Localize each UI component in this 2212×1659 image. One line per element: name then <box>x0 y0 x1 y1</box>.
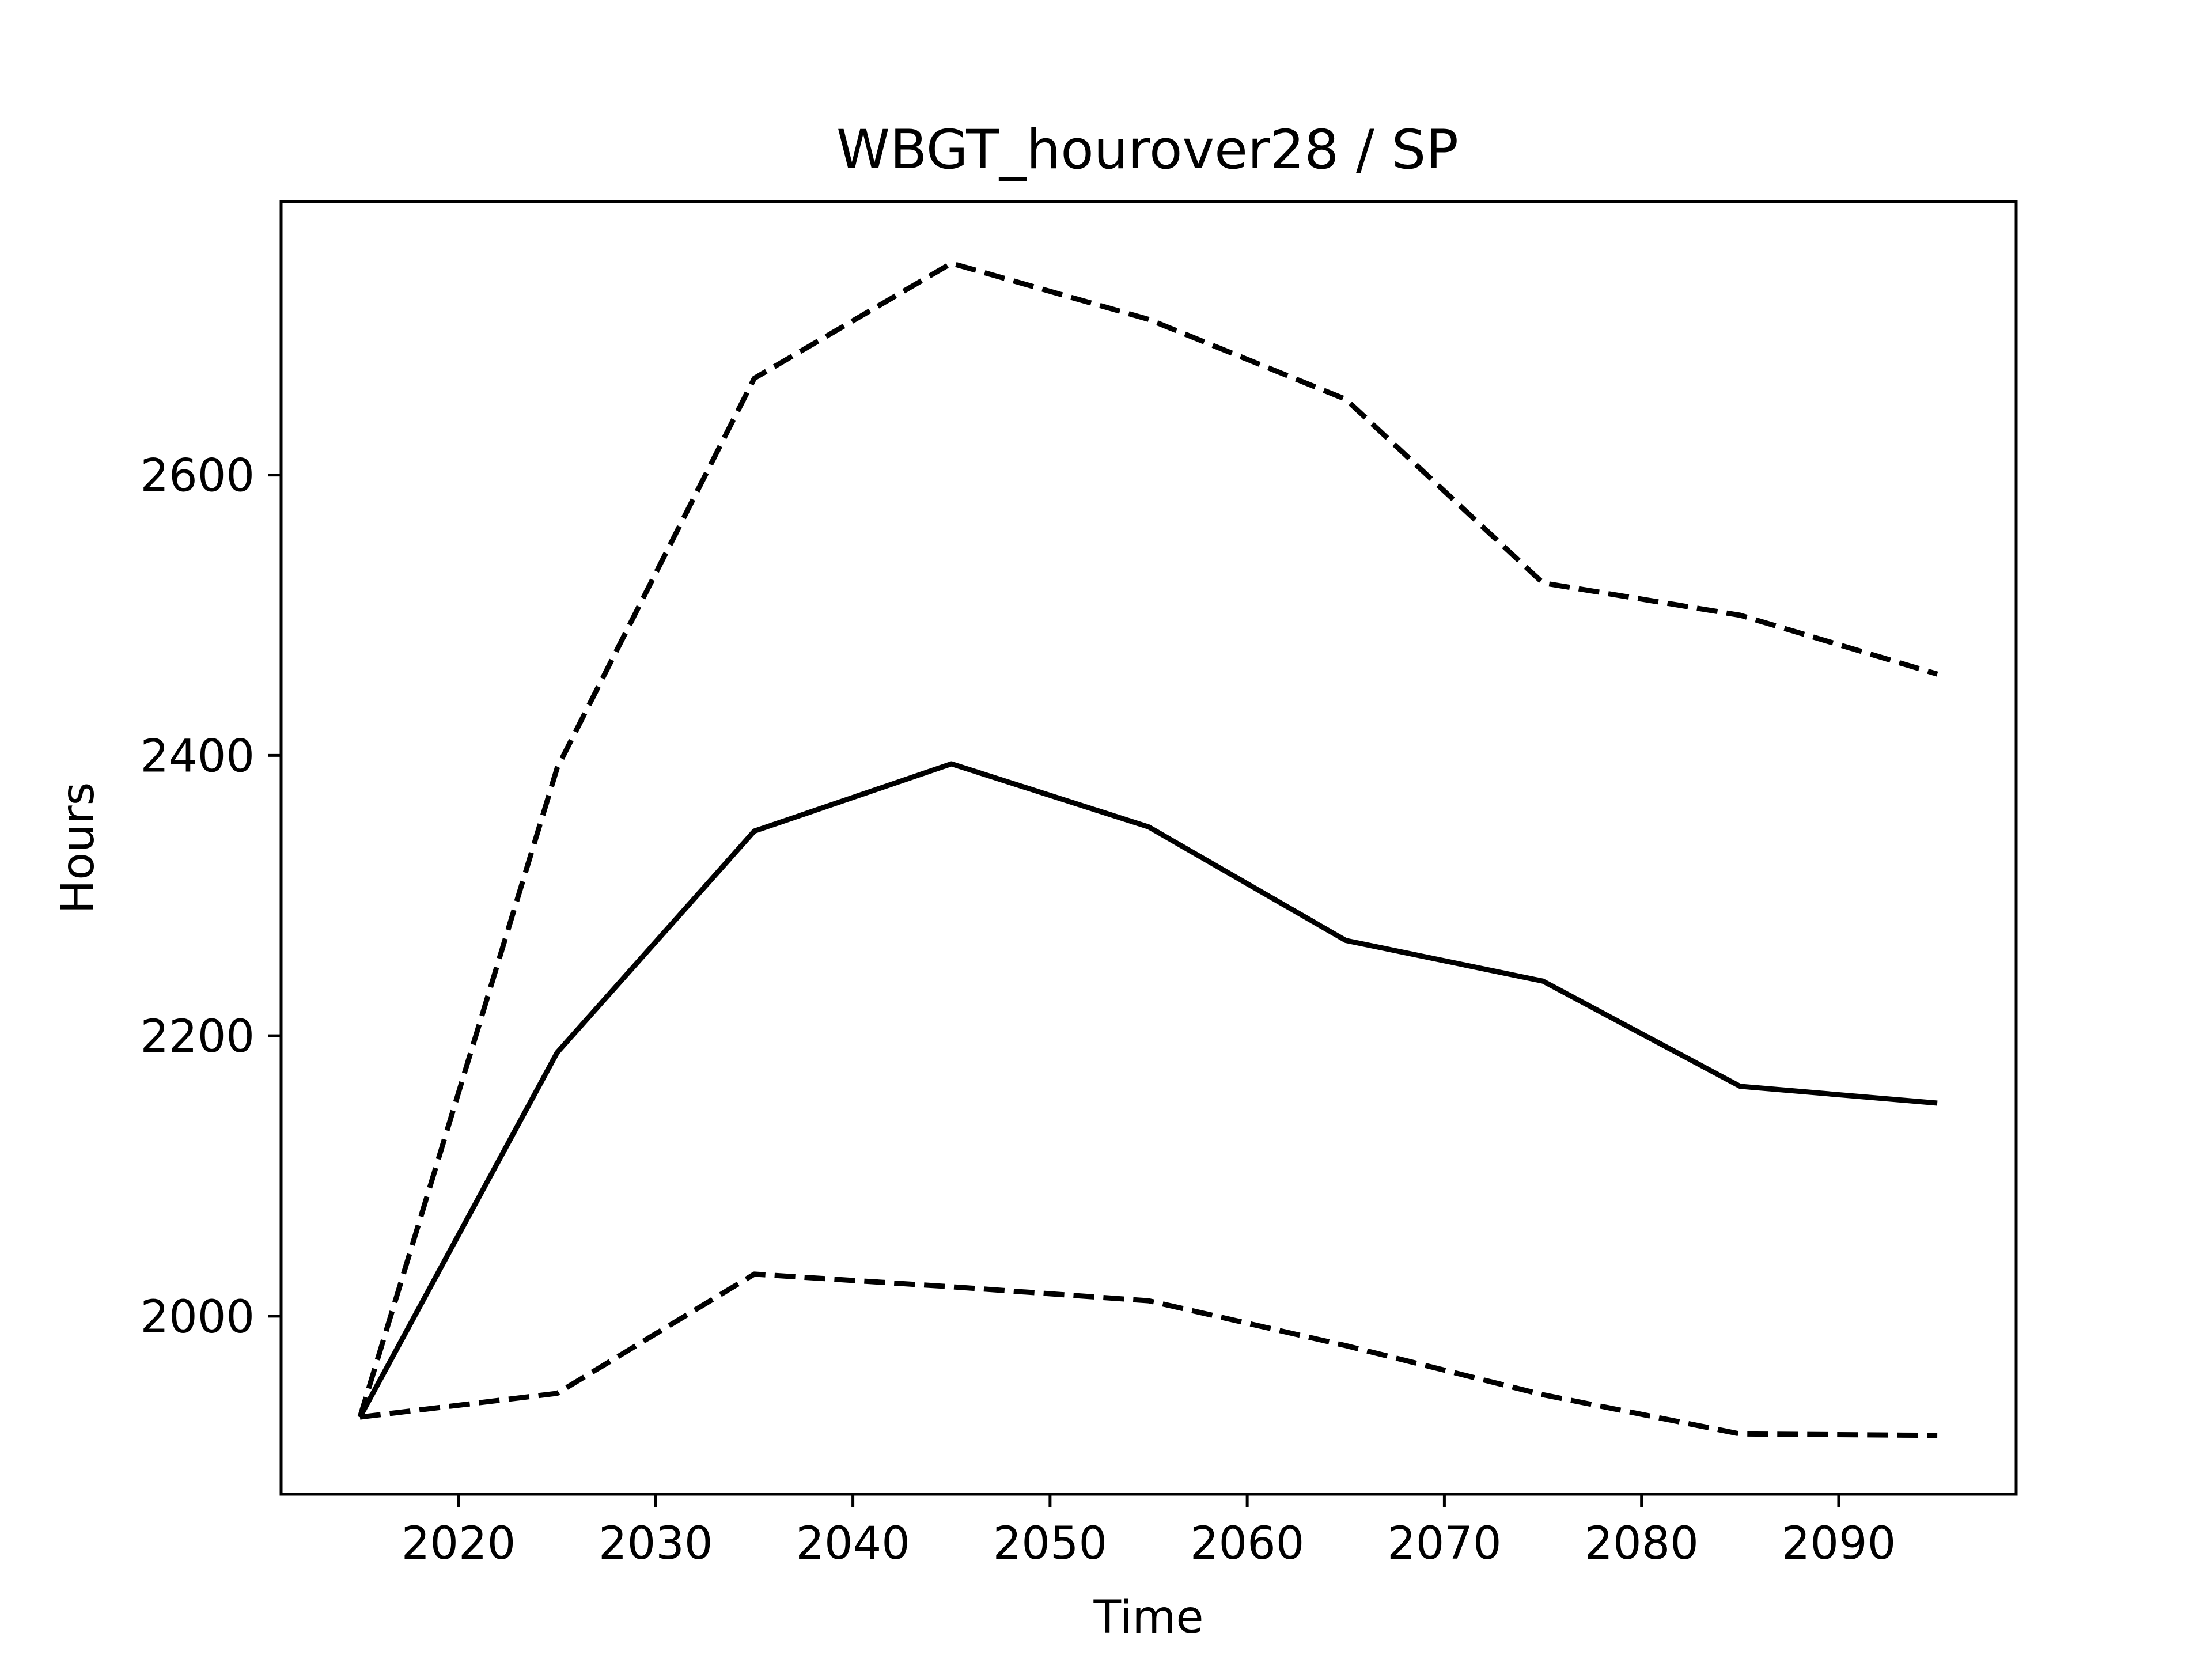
y-axis-label: Hours <box>52 782 104 914</box>
y-axis: 2000 2200 2400 2600 <box>140 450 281 1343</box>
x-axis: 2020 2030 2040 2050 2060 2070 2080 2090 <box>402 1494 1896 1570</box>
chart-title: WBGT_hourover28 / SP <box>836 119 1459 181</box>
series-line-1 <box>357 260 1938 1418</box>
x-tick-label: 2060 <box>1190 1518 1305 1570</box>
x-tick-label: 2090 <box>1782 1518 1896 1570</box>
x-tick-label: 2050 <box>993 1518 1108 1570</box>
series-line-2 <box>357 761 1938 1419</box>
x-axis-label: Time <box>1093 1592 1204 1643</box>
x-tick-label: 2030 <box>599 1518 713 1570</box>
plot-frame <box>279 200 2018 1496</box>
x-tick-label: 2040 <box>796 1518 910 1570</box>
y-tick-label: 2200 <box>140 1011 255 1063</box>
x-tick-label: 2070 <box>1387 1518 1502 1570</box>
series-layer <box>357 260 1938 1438</box>
y-tick-label: 2400 <box>140 730 255 782</box>
series-line-3 <box>359 1271 1938 1438</box>
y-tick-label: 2000 <box>140 1291 255 1343</box>
x-tick-label: 2020 <box>402 1518 516 1570</box>
x-tick-label: 2080 <box>1584 1518 1699 1570</box>
y-tick-label: 2600 <box>140 450 255 502</box>
